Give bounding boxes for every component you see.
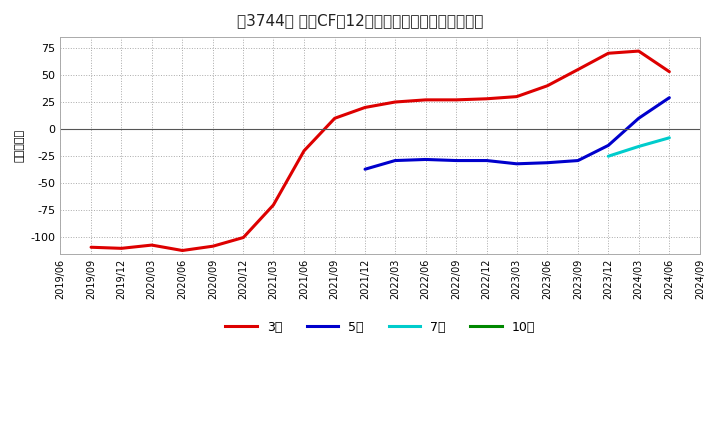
Y-axis label: （百万円）: （百万円） <box>15 129 25 162</box>
Text: ［3744］ 投資CFの12か月移動合計の平均値の推移: ［3744］ 投資CFの12か月移動合計の平均値の推移 <box>237 13 483 28</box>
Legend: 3年, 5年, 7年, 10年: 3年, 5年, 7年, 10年 <box>220 315 540 338</box>
